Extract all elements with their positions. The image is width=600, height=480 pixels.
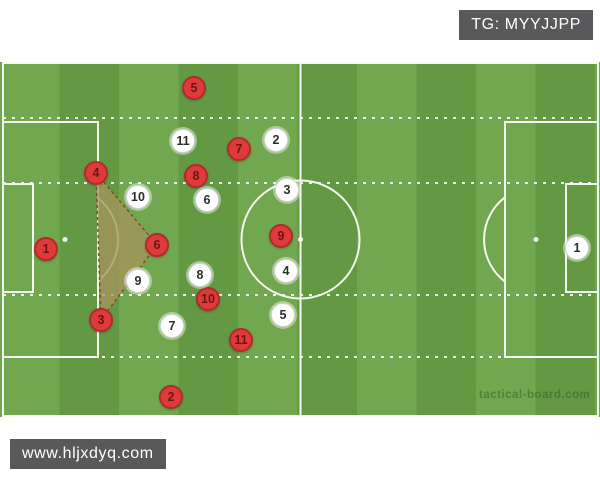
right-penalty-arc [483,196,506,283]
player-white-4[interactable]: 4 [274,259,298,283]
player-red-8[interactable]: 8 [184,164,208,188]
player-white-6[interactable]: 6 [195,188,219,212]
center-spot [298,237,303,242]
player-white-8[interactable]: 8 [188,263,212,287]
player-red-10[interactable]: 10 [196,287,220,311]
player-red-11[interactable]: 11 [229,328,253,352]
highlight-triangle[interactable] [95,170,158,323]
football-pitch: tactical-board.com 1 2 3 4 5 6 7 8 9 10 11 1 2 3 4 5 6 7 8… [0,62,600,417]
site-watermark-label: www.hljxdyq.com [10,439,166,469]
center-circle [240,179,361,300]
pitch-spots [62,237,539,242]
player-red-4[interactable]: 4 [84,161,108,185]
player-red-5[interactable]: 5 [182,76,206,100]
player-white-11[interactable]: 11 [171,129,195,153]
player-white-10[interactable]: 10 [126,185,150,209]
board-watermark-label: tactical-board.com [479,389,591,401]
player-white-3[interactable]: 3 [275,178,299,202]
player-white-9[interactable]: 9 [126,269,150,293]
player-red-7[interactable]: 7 [227,137,251,161]
player-red-1[interactable]: 1 [34,237,58,261]
player-red-9[interactable]: 9 [269,224,293,248]
player-white-5[interactable]: 5 [271,303,295,327]
player-red-3[interactable]: 3 [89,308,113,332]
left-goal-area [2,183,34,293]
left-penalty-spot [62,237,68,242]
player-white-2[interactable]: 2 [264,128,288,152]
player-white-1[interactable]: 1 [565,236,589,260]
player-red-2[interactable]: 2 [159,385,183,409]
session-tag-label: TG: MYYJJPP [459,10,593,40]
player-red-6[interactable]: 6 [145,233,169,257]
right-penalty-spot [533,237,539,242]
pitch-markings-svg [2,62,599,417]
player-white-7[interactable]: 7 [160,314,184,338]
